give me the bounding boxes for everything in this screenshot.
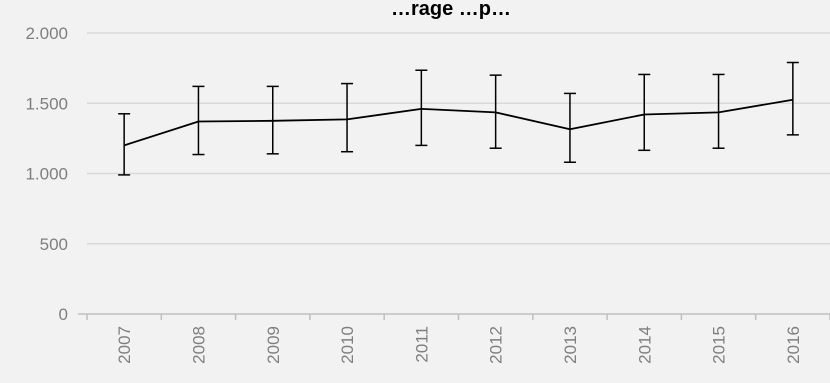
y-tick-label-0: 0 <box>59 305 68 324</box>
error-bar-2015 <box>712 73 725 149</box>
series-lines <box>123 98 794 147</box>
error-bar-2007 <box>118 113 131 176</box>
error-bar-2013 <box>563 92 576 164</box>
y-tick-label-2000: 2.000 <box>25 24 68 43</box>
x-tick-label-2013: 2013 <box>561 326 580 364</box>
y-axis-ticks: 0 500 1.000 1.500 2.000 <box>25 24 68 324</box>
error-bar-2010 <box>341 82 354 153</box>
x-tick-label-2011: 2011 <box>412 326 431 363</box>
x-tick-label-2012: 2012 <box>487 326 506 364</box>
x-tick-label-2016: 2016 <box>784 326 803 364</box>
chart-title: …rage …p… <box>391 0 511 20</box>
series-line <box>123 98 794 147</box>
x-axis-ticks: 2007 2008 2009 2010 2011 2012 2013 2014 2015 2016 <box>115 326 803 364</box>
error-bar-2008 <box>192 85 205 156</box>
y-tick-label-500: 500 <box>40 235 68 254</box>
x-tick-label-2015: 2015 <box>710 326 729 364</box>
error-bar-2011 <box>415 69 428 147</box>
x-tick-label-2009: 2009 <box>264 326 283 364</box>
x-axis <box>78 313 830 320</box>
x-tick-label-2014: 2014 <box>635 326 654 364</box>
grid-lines <box>87 32 830 245</box>
x-tick-label-2010: 2010 <box>338 326 357 364</box>
y-tick-label-1500: 1.500 <box>25 94 68 113</box>
x-tick-label-2007: 2007 <box>115 326 134 364</box>
error-bars <box>118 61 799 176</box>
y-tick-label-1000: 1.000 <box>25 165 68 184</box>
x-tick-label-2008: 2008 <box>189 326 208 364</box>
error-bar-2014 <box>638 73 651 152</box>
error-bar-2016 <box>786 61 799 136</box>
